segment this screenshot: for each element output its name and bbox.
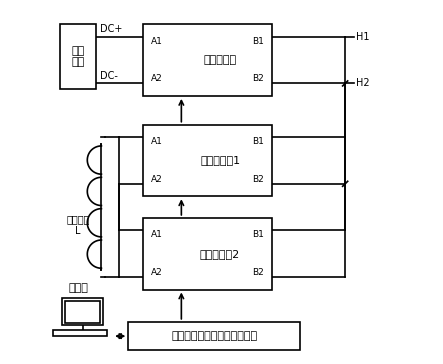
Text: A1: A1: [151, 230, 163, 240]
Text: 直流
电源: 直流 电源: [71, 46, 85, 67]
Bar: [62, 298, 103, 325]
Text: B2: B2: [252, 268, 264, 277]
Text: B1: B1: [252, 230, 264, 240]
Bar: [53, 330, 107, 336]
Text: 辅助变压器: 辅助变压器: [203, 55, 237, 65]
Text: B1: B1: [252, 137, 264, 146]
Text: 被测变压器1: 被测变压器1: [200, 155, 240, 166]
Text: H2: H2: [356, 78, 369, 88]
Text: 上位机: 上位机: [68, 283, 88, 293]
Bar: [143, 218, 272, 289]
Text: A1: A1: [151, 137, 163, 146]
Text: A1: A1: [151, 37, 163, 46]
Bar: [128, 322, 300, 351]
Text: A2: A2: [151, 268, 162, 277]
Text: H1: H1: [356, 32, 369, 42]
Text: B2: B2: [252, 175, 264, 184]
Text: B1: B1: [252, 37, 264, 46]
Bar: [65, 301, 101, 323]
Text: DC-: DC-: [100, 71, 117, 80]
Text: A2: A2: [151, 175, 162, 184]
Bar: [60, 24, 96, 89]
Text: A2: A2: [151, 74, 162, 83]
Text: B2: B2: [252, 74, 264, 83]
Text: 被测变压器2: 被测变压器2: [200, 249, 240, 259]
Text: 辅助电感
L: 辅助电感 L: [66, 214, 90, 236]
Text: 电力电子直流变压器控制系统: 电力电子直流变压器控制系统: [171, 331, 257, 341]
Bar: [143, 124, 272, 196]
Text: DC+: DC+: [100, 24, 122, 34]
Bar: [143, 24, 272, 96]
